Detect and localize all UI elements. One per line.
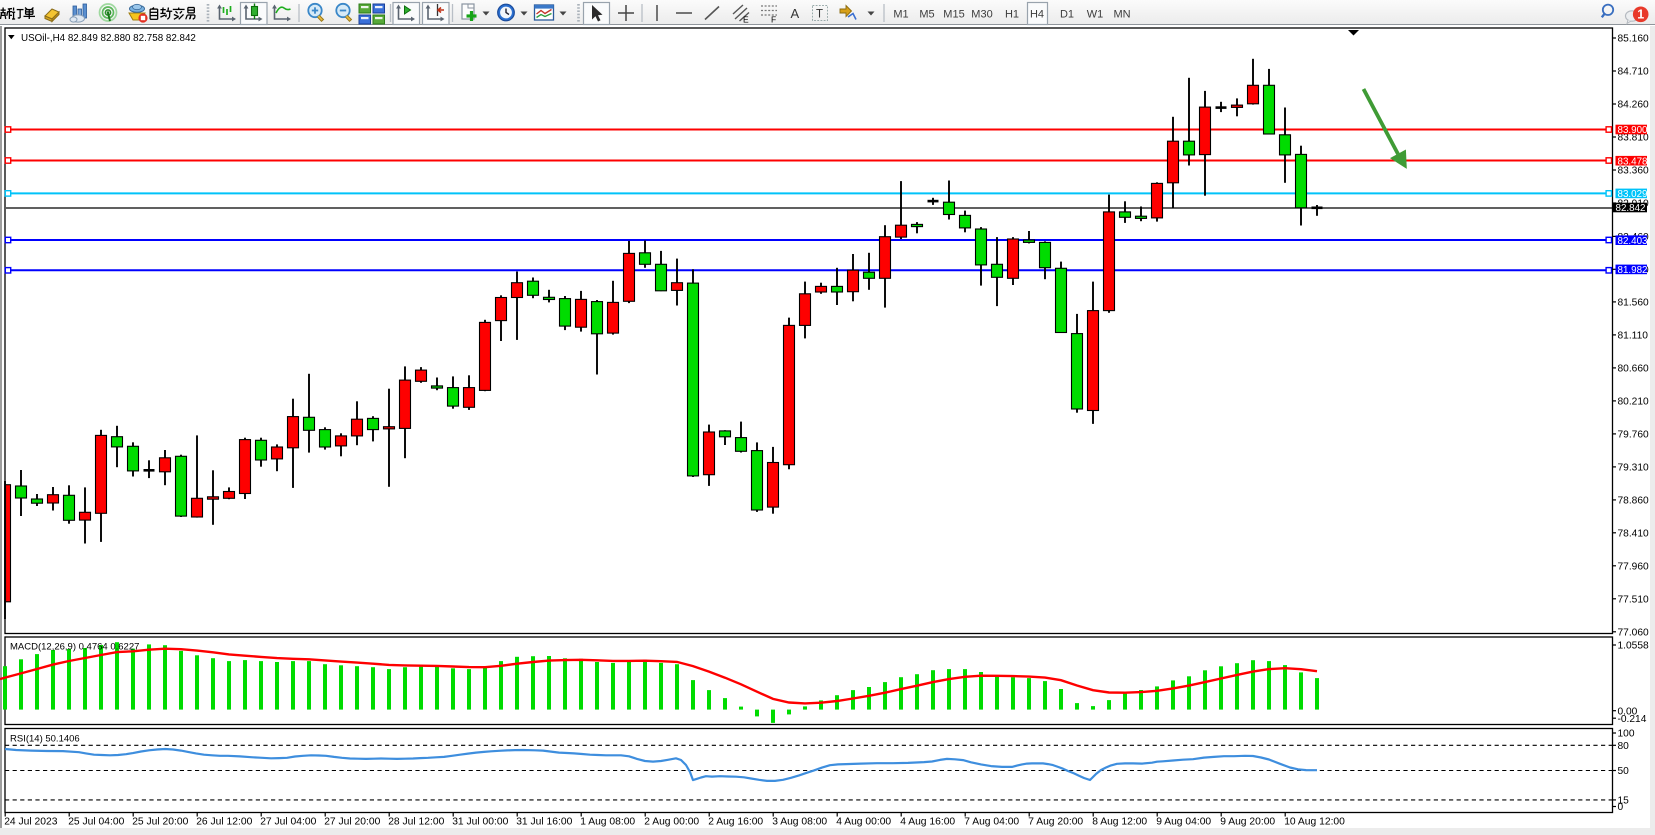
svg-text:25 Jul 04:00: 25 Jul 04:00 (68, 817, 124, 828)
svg-text:27 Jul 04:00: 27 Jul 04:00 (260, 817, 316, 828)
svg-text:0.00: 0.00 (1618, 706, 1638, 717)
svg-text:81.982: 81.982 (1618, 265, 1648, 276)
svg-text:E: E (743, 15, 749, 25)
svg-text:M1: M1 (893, 9, 908, 21)
svg-text:78.860: 78.860 (1618, 496, 1649, 507)
svg-text:USOil-,H4 82.849 82.880 82.75: USOil-,H4 82.849 82.880 82.758 82.842 (21, 33, 196, 44)
svg-text:83.478: 83.478 (1618, 156, 1649, 167)
svg-text:M30: M30 (971, 9, 992, 21)
svg-text:2 Aug 00:00: 2 Aug 00:00 (644, 817, 699, 828)
svg-text:D1: D1 (1060, 9, 1074, 21)
svg-text:F: F (771, 15, 776, 25)
svg-text:77.510: 77.510 (1618, 594, 1649, 605)
svg-text:79.760: 79.760 (1618, 430, 1649, 441)
svg-text:W1: W1 (1087, 9, 1104, 21)
svg-text:H4: H4 (1030, 9, 1044, 21)
svg-text:3 Aug 08:00: 3 Aug 08:00 (772, 817, 827, 828)
svg-text:9 Aug 20:00: 9 Aug 20:00 (1220, 817, 1275, 828)
svg-text:4 Aug 16:00: 4 Aug 16:00 (900, 817, 955, 828)
svg-text:28 Jul 12:00: 28 Jul 12:00 (388, 817, 444, 828)
svg-text:83.029: 83.029 (1618, 189, 1648, 200)
svg-text:78.410: 78.410 (1618, 528, 1649, 539)
svg-text:1 Aug 08:00: 1 Aug 08:00 (580, 817, 635, 828)
svg-text:80.660: 80.660 (1618, 364, 1649, 375)
svg-text:H1: H1 (1005, 9, 1019, 21)
svg-text:25 Jul 20:00: 25 Jul 20:00 (132, 817, 188, 828)
svg-text:0: 0 (1618, 802, 1624, 813)
svg-text:83.360: 83.360 (1618, 166, 1649, 177)
svg-text:9 Aug 04:00: 9 Aug 04:00 (1156, 817, 1211, 828)
svg-text:82.403: 82.403 (1618, 236, 1649, 247)
svg-text:84.710: 84.710 (1618, 67, 1649, 78)
svg-text:83.810: 83.810 (1618, 133, 1649, 144)
svg-text:24 Jul 2023: 24 Jul 2023 (4, 817, 58, 828)
svg-text:1.0558: 1.0558 (1618, 641, 1649, 652)
svg-text:2 Aug 16:00: 2 Aug 16:00 (708, 817, 763, 828)
svg-text:15: 15 (1618, 796, 1630, 807)
svg-text:1: 1 (1637, 8, 1644, 22)
svg-text:M15: M15 (943, 9, 964, 21)
svg-text:79.310: 79.310 (1618, 463, 1649, 474)
svg-text:80.210: 80.210 (1618, 397, 1649, 408)
svg-text:-0.214: -0.214 (1618, 714, 1647, 725)
svg-text:81.110: 81.110 (1618, 331, 1649, 342)
svg-text:85.160: 85.160 (1618, 34, 1649, 45)
svg-text:7 Aug 20:00: 7 Aug 20:00 (1028, 817, 1083, 828)
svg-text:26 Jul 12:00: 26 Jul 12:00 (196, 817, 252, 828)
svg-text:10 Aug 12:00: 10 Aug 12:00 (1284, 817, 1345, 828)
svg-text:4 Aug 00:00: 4 Aug 00:00 (836, 817, 891, 828)
svg-text:27 Jul 20:00: 27 Jul 20:00 (324, 817, 380, 828)
svg-text:84.260: 84.260 (1618, 100, 1649, 111)
svg-text:8 Aug 12:00: 8 Aug 12:00 (1092, 817, 1147, 828)
svg-text:31 Jul 16:00: 31 Jul 16:00 (516, 817, 572, 828)
svg-text:31 Jul 00:00: 31 Jul 00:00 (452, 817, 508, 828)
svg-text:MACD(12,26,9) 0.4764 0.6227: MACD(12,26,9) 0.4764 0.6227 (10, 642, 139, 653)
svg-text:83.900: 83.900 (1618, 125, 1649, 136)
svg-text:82.842: 82.842 (1616, 203, 1646, 214)
svg-text:RSI(14) 50.1406: RSI(14) 50.1406 (10, 734, 80, 745)
svg-text:A: A (791, 6, 800, 21)
svg-text:100: 100 (1618, 729, 1635, 740)
svg-text:81.560: 81.560 (1618, 298, 1649, 309)
svg-text:MN: MN (1113, 9, 1130, 21)
svg-text:M5: M5 (919, 9, 934, 21)
svg-text:77.060: 77.060 (1618, 627, 1649, 638)
svg-text:7 Aug 04:00: 7 Aug 04:00 (964, 817, 1019, 828)
svg-text:T: T (816, 9, 823, 21)
svg-text:50: 50 (1618, 766, 1630, 777)
svg-text:80: 80 (1618, 741, 1630, 752)
svg-text:77.960: 77.960 (1618, 561, 1649, 572)
